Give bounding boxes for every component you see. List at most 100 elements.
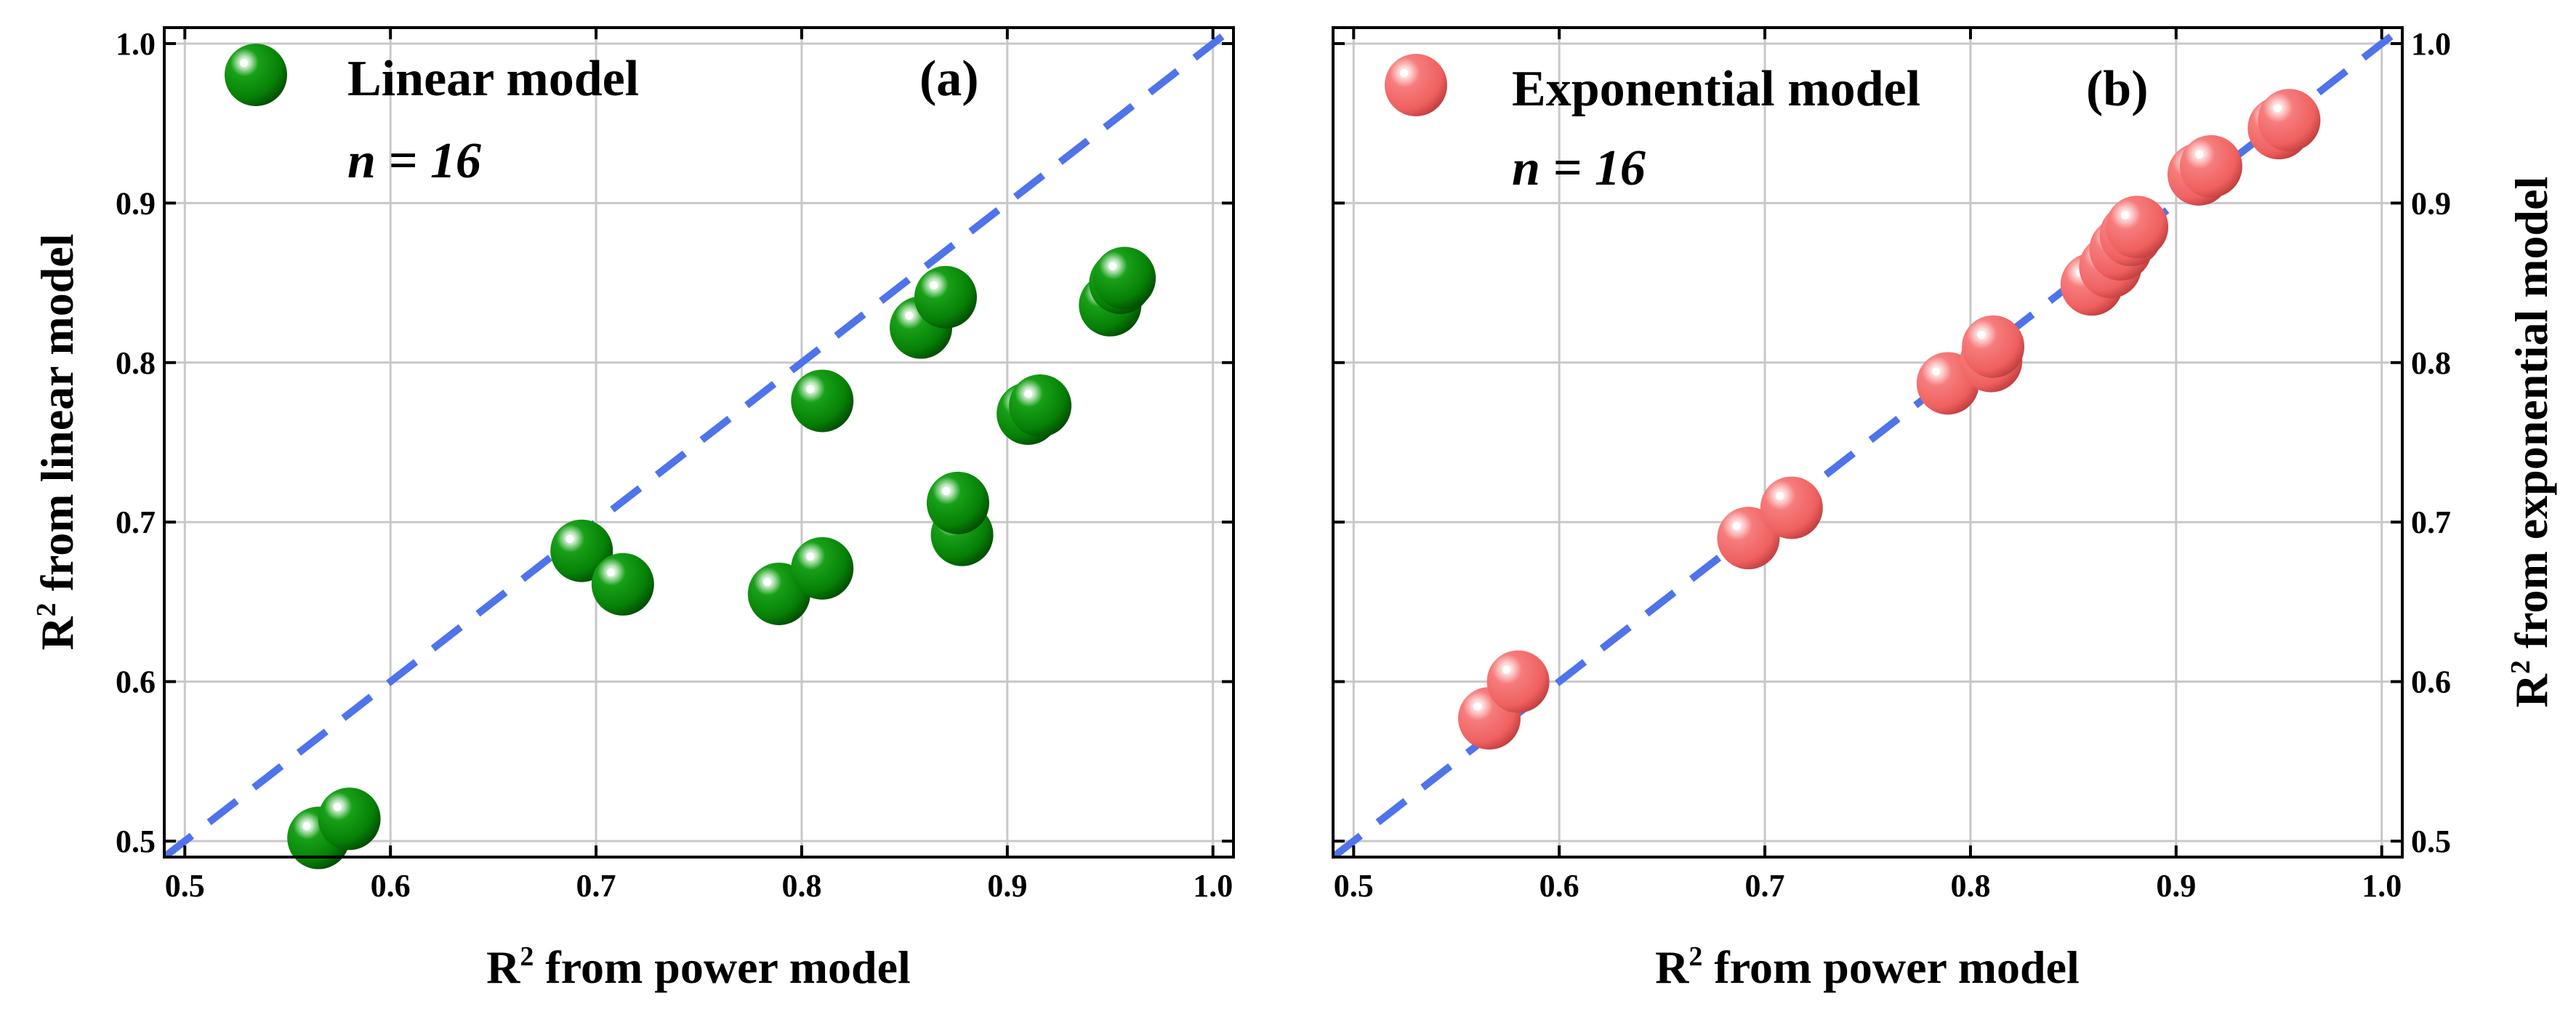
panel-b-point-4-highlight (1931, 367, 1941, 376)
panel-b-point-15-ball (2258, 89, 2321, 152)
panel-a-points (287, 246, 1156, 869)
panel-b-point-15 (2258, 89, 2321, 152)
panel-a-x-tick-label-2: 0.7 (576, 868, 616, 904)
panel-a-point-8-ball (914, 265, 977, 329)
panel-b-point-3 (1760, 476, 1823, 539)
panel-a-point-3-ball (591, 552, 654, 616)
panel-b-ticks (1333, 28, 2402, 857)
panel-a-ticks (164, 28, 1233, 857)
panel-a-y-tick-labels: 0.5 0.6 0.7 0.8 0.9 1.0 (116, 26, 156, 859)
panel-a-point-8 (914, 265, 977, 329)
panel-a-point-0-highlight (302, 821, 311, 830)
panel-b-point-13-highlight (2194, 150, 2204, 159)
panel-a-point-15 (1093, 246, 1156, 310)
panel-b-y-tick-label-5: 1.0 (2411, 26, 2451, 62)
panel-b-chart: 0.5 0.6 0.7 0.8 0.9 1.0 0.5 0.6 0.7 0.8 0.9 1.0 Ex… (1332, 26, 2557, 993)
panel-a-y-tick-label-1: 0.6 (116, 664, 156, 700)
panel-b-x-tick-labels: 0.5 0.6 0.7 0.8 0.9 1.0 (1334, 868, 2402, 904)
panel-a-point-6-ball (791, 369, 854, 433)
panel-a-y-tick-label-2: 0.7 (116, 504, 156, 540)
panel-b-point-13-ball (2179, 134, 2242, 198)
panel-a-point-12 (1009, 374, 1072, 438)
panel-b-points (1457, 89, 2321, 750)
panel-a-x-tick-label-1: 0.6 (371, 868, 411, 904)
panel-b-point-11-highlight (2121, 211, 2130, 220)
panel-a-point-12-highlight (1024, 390, 1033, 398)
panel-b-point-0-highlight (1473, 702, 1482, 711)
panel-a-point-6 (791, 369, 854, 433)
panel-b-y-tick-label-2: 0.7 (2411, 504, 2451, 540)
panel-a-point-5-ball (791, 536, 854, 600)
panel-a-point-5 (791, 536, 854, 600)
panel-b-tag: (b) (2086, 61, 2149, 117)
panel-b-y-tick-label-1: 0.6 (2411, 664, 2451, 700)
panel-a-one-to-one-line (164, 28, 1233, 857)
panel-b-point-6-ball (1962, 315, 2025, 378)
panel-b-point-2-highlight (1732, 522, 1741, 531)
panel-b-x-tick-label-0: 0.5 (1334, 868, 1374, 904)
panel-b-point-3-highlight (1775, 491, 1784, 500)
panel-a-y-tick-label-3: 0.8 (116, 345, 156, 381)
panel-b-point-11 (2106, 196, 2169, 259)
panel-a-point-1-highlight (333, 803, 342, 811)
panel-a-frame (163, 26, 1235, 859)
panel-b-x-tick-label-3: 0.8 (1950, 868, 1990, 904)
panel-b-point-3-ball (1760, 476, 1823, 539)
panel-b-x-tick-label-1: 0.6 (1539, 868, 1579, 904)
panel-a-point-10-highlight (942, 486, 951, 496)
panel-a-point-10 (926, 471, 989, 534)
panel-b-legend: Exponential model n = 16 (b) (1385, 54, 2149, 196)
panel-b-frame (1332, 26, 2404, 859)
panel-a-point-1-ball (318, 787, 381, 851)
panel-b-point-13 (2179, 134, 2242, 198)
panel-a-point-4-highlight (762, 578, 772, 587)
panel-b-legend-marker (1385, 54, 1447, 116)
panel-a-point-12-ball (1009, 374, 1072, 438)
panel-a-point-5-highlight (806, 552, 815, 561)
panel-a-legend: Linear model n = 16 (a) (225, 44, 979, 189)
panel-a-point-15-ball (1093, 246, 1156, 310)
panel-a-legend-label: Linear model (347, 51, 639, 107)
panel-b-point-1 (1486, 650, 1550, 713)
panel-a-x-tick-labels: 0.5 0.6 0.7 0.8 0.9 1.0 (165, 868, 1233, 904)
panel-a-chart: 0.5 0.6 0.7 0.8 0.9 1.0 0.5 0.6 0.7 0.8 0.9 1.0 Li… (31, 26, 1235, 993)
panel-b-n-annotation: n = 16 (1512, 140, 1646, 196)
panel-b-y-tick-label-0: 0.5 (2411, 824, 2451, 859)
panel-b-x-tick-label-2: 0.7 (1745, 868, 1785, 904)
panel-a-x-tick-label-0: 0.5 (165, 868, 205, 904)
panel-a-point-2-highlight (565, 534, 574, 543)
panel-a-point-1 (318, 787, 381, 851)
panel-a-y-tick-label-5: 1.0 (116, 26, 156, 62)
panel-b-point-6-highlight (1977, 330, 1986, 339)
panel-b-point-1-ball (1486, 650, 1550, 713)
panel-b-point-1-highlight (1502, 665, 1510, 674)
panel-a-legend-marker (225, 44, 287, 106)
panel-b-y-tick-label-4: 0.9 (2411, 185, 2451, 221)
panel-a-x-tick-label-5: 1.0 (1193, 868, 1233, 904)
panel-a-x-tick-label-4: 0.9 (987, 868, 1027, 904)
panel-a-point-8-highlight (930, 281, 938, 290)
panel-a-point-3 (591, 552, 654, 616)
panel-b-x-tick-label-5: 1.0 (2362, 868, 2402, 904)
panel-b-point-6 (1962, 315, 2025, 378)
panel-b-y-axis-title: R2 from exponential model (2505, 177, 2557, 708)
panel-a-point-3-highlight (606, 568, 616, 577)
panel-a-point-7-highlight (905, 311, 914, 320)
panel-a-tag: (a) (919, 51, 979, 107)
panel-a-n-annotation: n = 16 (347, 133, 481, 189)
panel-a-y-axis-title: R2 from linear model (31, 234, 83, 651)
panel-a-point-15-highlight (1108, 262, 1117, 270)
panel-a-legend-marker-highlight (240, 59, 249, 68)
panel-a-x-axis-title: R2 from power model (486, 941, 911, 993)
panel-b-legend-label: Exponential model (1512, 61, 1920, 117)
panel-b-legend-marker-highlight (1400, 69, 1409, 78)
panel-b-point-15-highlight (2273, 104, 2282, 113)
panel-a-y-tick-label-0: 0.5 (116, 824, 156, 859)
panel-b-y-tick-labels: 0.5 0.6 0.7 0.8 0.9 1.0 (2411, 26, 2451, 859)
panel-a-x-tick-label-3: 0.8 (781, 868, 821, 904)
panel-b-x-axis-title: R2 from power model (1655, 941, 2080, 993)
panel-a-y-tick-label-4: 0.9 (116, 185, 156, 221)
panel-a-point-10-ball (926, 471, 989, 534)
panel-a-point-6-highlight (806, 385, 815, 393)
